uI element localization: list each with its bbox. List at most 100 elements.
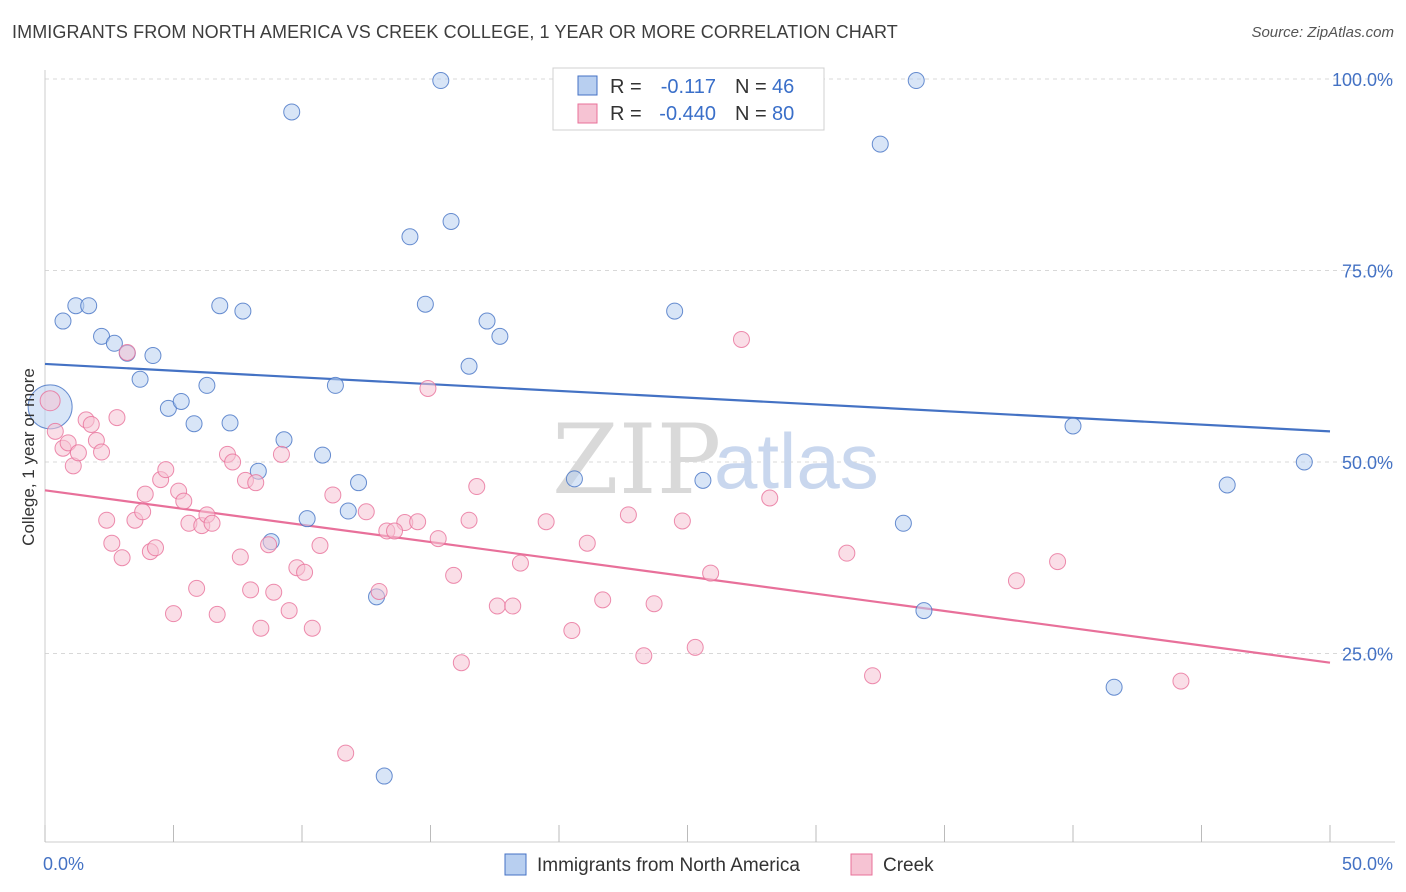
- watermark: ZIP atlas: [552, 404, 879, 516]
- point-creek: [635, 647, 653, 665]
- source-credit: Source: ZipAtlas.com: [1251, 24, 1394, 41]
- point-immigrants: [283, 103, 301, 121]
- point-creek: [242, 581, 260, 599]
- axes: [44, 70, 1395, 843]
- point-creek: [296, 563, 314, 581]
- point-creek: [280, 602, 298, 620]
- point-creek: [175, 492, 193, 510]
- point-creek: [208, 605, 226, 623]
- point-creek: [864, 667, 882, 685]
- point-immigrants: [275, 431, 293, 449]
- point-creek: [1049, 553, 1067, 571]
- point-creek: [98, 511, 116, 529]
- point-immigrants: [105, 334, 123, 352]
- point-creek: [265, 583, 283, 601]
- point-immigrants: [871, 135, 889, 153]
- point-immigrants: [565, 470, 583, 488]
- point-creek: [103, 534, 121, 552]
- point-creek: [357, 503, 375, 521]
- data-points: [27, 70, 1313, 785]
- point-creek: [370, 582, 388, 600]
- bottom-legend-label-1: Immigrants from North America: [537, 855, 800, 876]
- legend-n-value-2: 80: [772, 103, 794, 125]
- point-creek: [645, 595, 663, 613]
- point-immigrants: [1218, 476, 1236, 494]
- legend-swatch-blue: [577, 75, 598, 96]
- point-creek: [386, 522, 404, 540]
- point-creek: [594, 591, 612, 609]
- point-creek: [136, 485, 154, 503]
- tick-labels: 25.0% 50.0% 75.0% 100.0% 0.0% 50.0%: [43, 70, 1393, 874]
- point-creek: [419, 379, 437, 397]
- stats-legend: R = -0.117 N = 46 R = -0.440 N = 80: [552, 67, 825, 131]
- legend-r-label-1: R =: [610, 76, 642, 98]
- point-immigrants: [172, 392, 190, 410]
- point-immigrants: [894, 514, 912, 532]
- point-creek: [39, 390, 61, 412]
- point-creek: [324, 486, 342, 504]
- point-creek: [260, 536, 278, 554]
- bottom-legend-swatch-pink: [850, 853, 873, 876]
- point-immigrants: [339, 502, 357, 520]
- gridlines: [45, 78, 1395, 654]
- point-immigrants: [416, 295, 434, 313]
- point-immigrants: [915, 602, 933, 620]
- point-immigrants: [1295, 453, 1313, 471]
- point-immigrants: [221, 414, 239, 432]
- point-creek: [1172, 672, 1190, 690]
- trend-line-immigrants: [44, 362, 1331, 433]
- point-immigrants: [491, 327, 509, 345]
- point-creek: [134, 503, 152, 521]
- point-creek: [108, 409, 126, 427]
- point-creek: [188, 579, 206, 597]
- bottom-legend-swatch-blue: [504, 853, 527, 876]
- point-immigrants: [144, 347, 162, 365]
- point-immigrants: [80, 297, 98, 315]
- legend-r-label-2: R =: [610, 103, 642, 125]
- point-creek: [252, 619, 270, 637]
- point-immigrants: [211, 297, 229, 315]
- point-immigrants: [375, 767, 393, 785]
- point-creek: [761, 489, 779, 507]
- point-immigrants: [350, 474, 368, 492]
- point-creek: [272, 445, 290, 463]
- bottom-legend-label-2: Creek: [883, 855, 934, 876]
- legend-n-label-2: N =: [735, 103, 767, 125]
- point-creek: [452, 654, 470, 672]
- point-immigrants: [666, 302, 684, 320]
- point-immigrants: [131, 370, 149, 388]
- point-creek: [409, 513, 427, 531]
- chart-title: IMMIGRANTS FROM NORTH AMERICA VS CREEK C…: [12, 22, 898, 42]
- point-creek: [429, 530, 447, 548]
- point-immigrants: [478, 312, 496, 330]
- point-creek: [69, 444, 87, 462]
- y-tick-label: 100.0%: [1332, 70, 1393, 90]
- point-creek: [113, 549, 131, 567]
- point-creek: [838, 544, 856, 562]
- point-creek: [303, 619, 321, 637]
- y-axis-label: College, 1 year or more: [19, 368, 38, 546]
- point-immigrants: [1105, 678, 1123, 696]
- point-immigrants: [234, 302, 252, 320]
- point-immigrants: [432, 72, 450, 90]
- series-legend: Immigrants from North America Creek: [504, 853, 934, 876]
- point-immigrants: [694, 471, 712, 489]
- point-creek: [46, 422, 64, 440]
- point-creek: [165, 605, 182, 623]
- x-tick-label: 50.0%: [1342, 854, 1393, 874]
- point-creek: [118, 343, 136, 361]
- point-immigrants: [401, 228, 419, 246]
- point-creek: [702, 564, 720, 582]
- point-creek: [732, 330, 750, 348]
- trend-line-creek: [44, 489, 1331, 664]
- point-creek: [82, 415, 100, 433]
- point-creek: [1007, 572, 1025, 590]
- y-tick-label: 75.0%: [1342, 262, 1393, 282]
- point-immigrants: [460, 357, 478, 375]
- point-creek: [686, 638, 704, 656]
- legend-n-value-1: 46: [772, 76, 794, 98]
- point-creek: [93, 443, 111, 461]
- y-tick-label: 50.0%: [1342, 453, 1393, 473]
- y-tick-label: 25.0%: [1342, 645, 1393, 665]
